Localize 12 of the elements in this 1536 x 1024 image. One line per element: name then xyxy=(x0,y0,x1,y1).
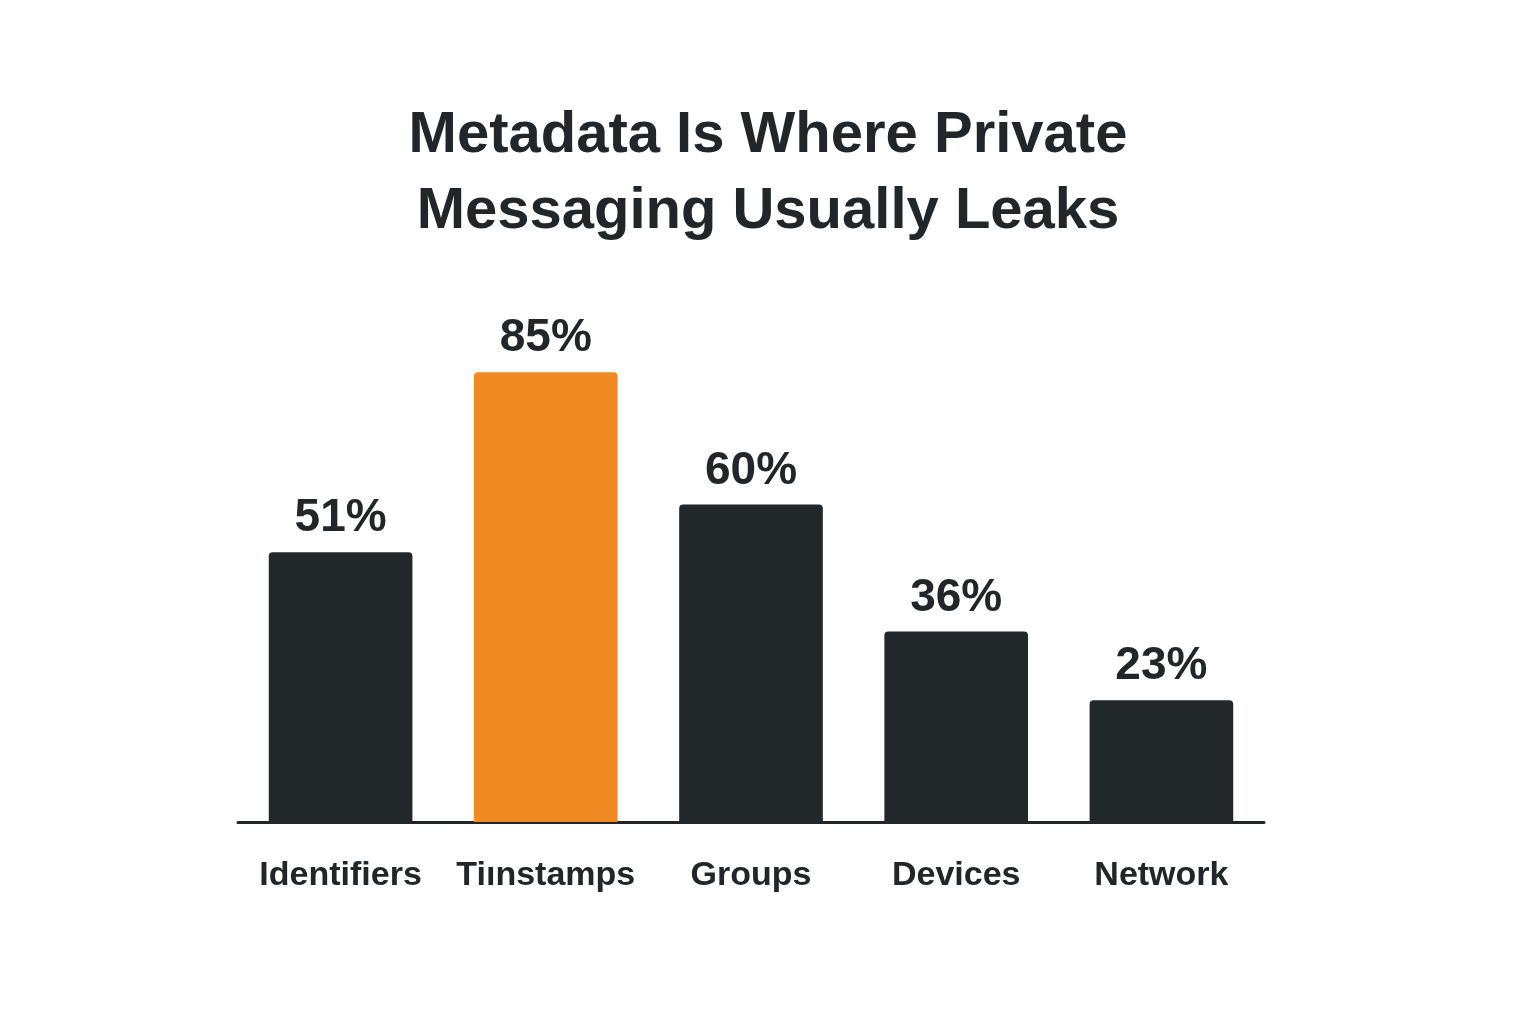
data-label: 85% xyxy=(499,309,592,362)
data-label: 51% xyxy=(294,489,387,542)
x-tick-label: Devices xyxy=(891,854,1021,892)
data-label: 60% xyxy=(704,441,798,494)
x-tick-label: Tiınstamps xyxy=(456,854,636,892)
data-label: 23% xyxy=(1115,637,1208,690)
x-tick-label: Network xyxy=(1094,854,1229,892)
x-tick-label: Groups xyxy=(690,854,812,892)
bar xyxy=(473,372,618,822)
data-label: 36% xyxy=(910,568,1003,621)
chart-title: Metadata Is Where Private Messaging Usually Leaks xyxy=(408,98,1128,240)
x-tick-label: Identifiers xyxy=(259,854,422,892)
